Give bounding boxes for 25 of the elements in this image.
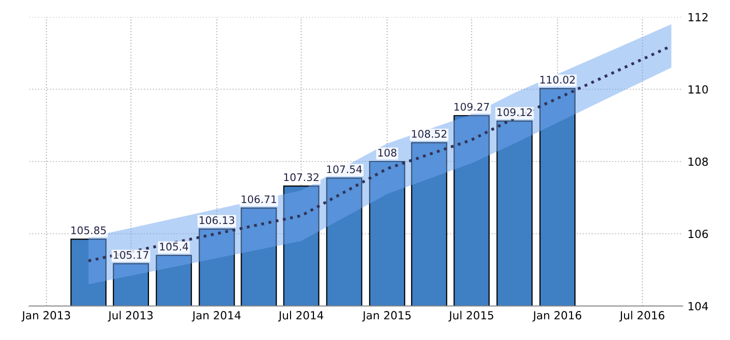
x-tick-label: Jul 2013 [108,310,153,322]
x-tick-label: Jan 2014 [192,311,241,322]
data-label: 105.4 [160,242,188,251]
data-label: 108.52 [412,130,446,138]
y-tick-label: 112 [688,12,708,22]
data-label: 107.32 [284,173,318,182]
x-tick-label: Jan 2013 [21,311,70,322]
data-label: 109.27 [454,102,489,111]
x-tick-label: Jul 2015 [448,310,494,322]
x-tick-label: Jan 2015 [362,311,411,322]
data-label: 106.71 [242,195,276,204]
y-tick-label: 110 [688,85,708,94]
data-label: 106.13 [200,216,234,224]
data-label: 109.12 [497,108,532,116]
data-label: 108 [378,148,396,157]
y-tick-label: 106 [688,230,708,238]
x-tick-label: Jul 2014 [278,310,324,322]
data-label: 110.02 [540,76,575,84]
y-tick-label: 108 [688,157,708,166]
x-tick-label: Jan 2016 [532,311,582,322]
data-label: 105.17 [114,250,148,259]
data-label: 107.54 [327,165,362,174]
data-label: 105.85 [71,226,106,234]
y-tick-label: 104 [688,302,708,310]
x-tick-label: Jul 2016 [619,310,664,322]
